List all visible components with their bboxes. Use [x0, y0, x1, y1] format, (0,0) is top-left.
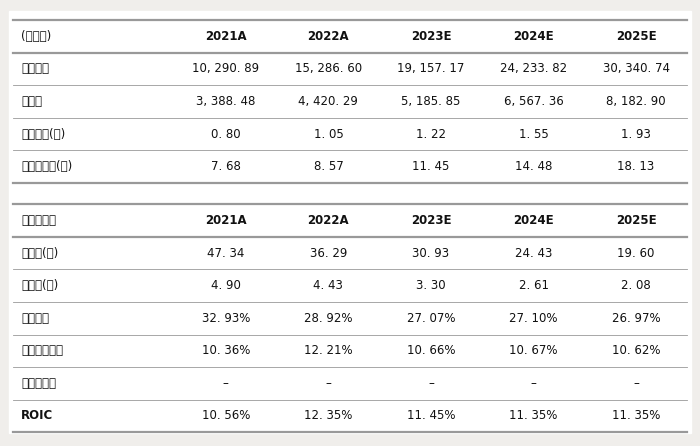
- Text: 2022A: 2022A: [307, 214, 349, 227]
- Text: –: –: [223, 377, 229, 390]
- Text: 10. 66%: 10. 66%: [407, 344, 455, 357]
- Text: 2023E: 2023E: [411, 214, 452, 227]
- Text: 47. 34: 47. 34: [207, 247, 244, 260]
- Text: 4. 90: 4. 90: [211, 279, 241, 292]
- Text: 10. 56%: 10. 56%: [202, 409, 250, 422]
- Text: 市盈率(倍): 市盈率(倍): [21, 247, 58, 260]
- Text: 10, 290. 89: 10, 290. 89: [193, 62, 260, 75]
- Text: 11. 45: 11. 45: [412, 160, 449, 173]
- Text: 24, 233. 82: 24, 233. 82: [500, 62, 567, 75]
- Text: 3. 30: 3. 30: [416, 279, 446, 292]
- Text: 7. 68: 7. 68: [211, 160, 241, 173]
- Text: 0. 80: 0. 80: [211, 128, 241, 140]
- Text: 19, 157. 17: 19, 157. 17: [398, 62, 465, 75]
- Text: 净资产收益率: 净资产收益率: [21, 344, 63, 357]
- Text: –: –: [326, 377, 331, 390]
- Text: 4, 420. 29: 4, 420. 29: [298, 95, 358, 108]
- Text: 18. 13: 18. 13: [617, 160, 654, 173]
- Text: 28. 92%: 28. 92%: [304, 312, 353, 325]
- Text: 14. 48: 14. 48: [515, 160, 552, 173]
- Text: 36. 29: 36. 29: [309, 247, 347, 260]
- Text: 10. 36%: 10. 36%: [202, 344, 250, 357]
- Text: 2025E: 2025E: [616, 214, 657, 227]
- Text: –: –: [428, 377, 434, 390]
- Text: 6, 567. 36: 6, 567. 36: [504, 95, 564, 108]
- Text: –: –: [531, 377, 536, 390]
- Text: 1. 05: 1. 05: [314, 128, 343, 140]
- Text: 每股收益(元): 每股收益(元): [21, 128, 65, 140]
- Text: 27. 10%: 27. 10%: [510, 312, 558, 325]
- Text: 11. 35%: 11. 35%: [510, 409, 558, 422]
- Text: 12. 21%: 12. 21%: [304, 344, 353, 357]
- Text: 净利润率: 净利润率: [21, 312, 49, 325]
- Text: –: –: [634, 377, 639, 390]
- Text: 15, 286. 60: 15, 286. 60: [295, 62, 362, 75]
- Text: 10. 67%: 10. 67%: [510, 344, 558, 357]
- Text: 2024E: 2024E: [513, 214, 554, 227]
- Text: 12. 35%: 12. 35%: [304, 409, 353, 422]
- Text: 市净率(倍): 市净率(倍): [21, 279, 58, 292]
- Text: 1. 55: 1. 55: [519, 128, 548, 140]
- Text: 净利润: 净利润: [21, 95, 42, 108]
- Text: 32. 93%: 32. 93%: [202, 312, 250, 325]
- Text: ROIC: ROIC: [21, 409, 53, 422]
- Text: 5, 185. 85: 5, 185. 85: [401, 95, 461, 108]
- Text: 4. 43: 4. 43: [314, 279, 343, 292]
- Text: 2023E: 2023E: [411, 30, 452, 43]
- Text: 每股净资产(元): 每股净资产(元): [21, 160, 72, 173]
- Text: 2024E: 2024E: [513, 30, 554, 43]
- Text: 27. 07%: 27. 07%: [407, 312, 455, 325]
- Text: 30. 93: 30. 93: [412, 247, 449, 260]
- Text: 26. 97%: 26. 97%: [612, 312, 660, 325]
- Text: 1. 22: 1. 22: [416, 128, 446, 140]
- Text: 30, 340. 74: 30, 340. 74: [603, 62, 670, 75]
- Text: 11. 45%: 11. 45%: [407, 409, 455, 422]
- Text: 8. 57: 8. 57: [314, 160, 343, 173]
- Text: 盈利和估值: 盈利和估值: [21, 214, 56, 227]
- Text: 2. 61: 2. 61: [519, 279, 549, 292]
- Text: 2021A: 2021A: [205, 214, 246, 227]
- Text: 1. 93: 1. 93: [621, 128, 651, 140]
- Text: 8, 182. 90: 8, 182. 90: [606, 95, 666, 108]
- Text: 2. 08: 2. 08: [621, 279, 651, 292]
- Text: 3, 388. 48: 3, 388. 48: [196, 95, 256, 108]
- Text: 10. 62%: 10. 62%: [612, 344, 660, 357]
- Text: 11. 35%: 11. 35%: [612, 409, 660, 422]
- Text: 24. 43: 24. 43: [515, 247, 552, 260]
- Text: (百万元): (百万元): [21, 30, 51, 43]
- Text: 2025E: 2025E: [616, 30, 657, 43]
- Text: 2022A: 2022A: [307, 30, 349, 43]
- Text: 19. 60: 19. 60: [617, 247, 654, 260]
- Text: 2021A: 2021A: [205, 30, 246, 43]
- Text: 主营收入: 主营收入: [21, 62, 49, 75]
- Text: 股息收益率: 股息收益率: [21, 377, 56, 390]
